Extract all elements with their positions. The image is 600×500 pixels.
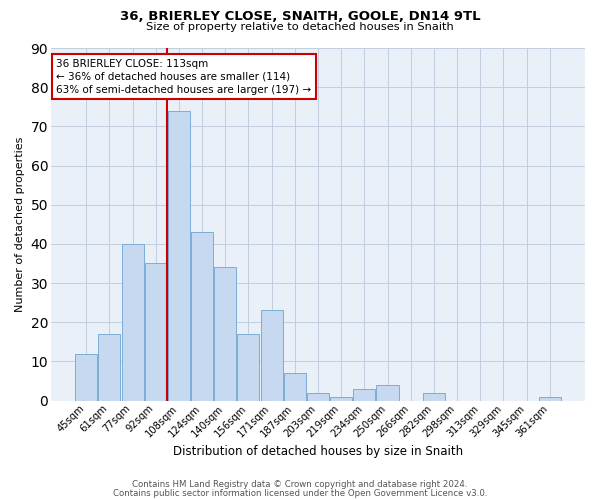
Text: Contains HM Land Registry data © Crown copyright and database right 2024.: Contains HM Land Registry data © Crown c… bbox=[132, 480, 468, 489]
Text: Size of property relative to detached houses in Snaith: Size of property relative to detached ho… bbox=[146, 22, 454, 32]
Text: 36 BRIERLEY CLOSE: 113sqm
← 36% of detached houses are smaller (114)
63% of semi: 36 BRIERLEY CLOSE: 113sqm ← 36% of detac… bbox=[56, 58, 311, 95]
Text: Contains public sector information licensed under the Open Government Licence v3: Contains public sector information licen… bbox=[113, 488, 487, 498]
Y-axis label: Number of detached properties: Number of detached properties bbox=[15, 136, 25, 312]
Bar bbox=[168, 110, 190, 401]
Bar bbox=[191, 232, 213, 400]
Bar bbox=[307, 392, 329, 400]
Bar bbox=[539, 396, 561, 400]
Bar bbox=[284, 373, 306, 400]
X-axis label: Distribution of detached houses by size in Snaith: Distribution of detached houses by size … bbox=[173, 444, 463, 458]
Bar bbox=[122, 244, 143, 400]
Bar bbox=[145, 264, 167, 400]
Bar bbox=[75, 354, 97, 401]
Bar bbox=[238, 334, 259, 400]
Bar bbox=[376, 385, 398, 400]
Bar bbox=[353, 389, 376, 400]
Bar bbox=[423, 392, 445, 400]
Bar bbox=[330, 396, 352, 400]
Bar bbox=[260, 310, 283, 400]
Text: 36, BRIERLEY CLOSE, SNAITH, GOOLE, DN14 9TL: 36, BRIERLEY CLOSE, SNAITH, GOOLE, DN14 … bbox=[119, 10, 481, 23]
Bar bbox=[98, 334, 121, 400]
Bar bbox=[214, 268, 236, 400]
